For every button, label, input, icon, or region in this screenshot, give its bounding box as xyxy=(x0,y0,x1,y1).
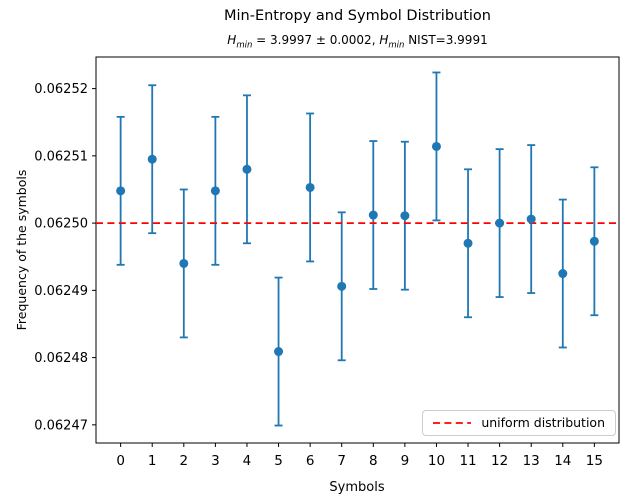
chart-title: Min-Entropy and Symbol Distribution xyxy=(223,8,491,24)
subtitle-segment: = 3.9997 ± 0.0002, xyxy=(252,33,380,47)
x-tick-label: 8 xyxy=(369,453,378,469)
x-tick-label: 2 xyxy=(180,453,189,469)
y-tick-label: 0.06250 xyxy=(34,217,88,232)
data-point-marker xyxy=(400,211,410,221)
legend-key xyxy=(433,421,472,424)
legend-label: uniform distribution xyxy=(481,415,605,430)
data-point-marker xyxy=(179,258,189,268)
x-tick-label: 0 xyxy=(116,453,125,469)
y-tick-label: 0.06252 xyxy=(34,82,88,97)
x-tick-label: 12 xyxy=(491,453,508,469)
x-tick-label: 6 xyxy=(306,453,315,469)
data-point-marker xyxy=(305,182,315,192)
data-point-marker xyxy=(368,210,378,220)
data-point-marker xyxy=(147,154,157,164)
subtitle-sub-min: min xyxy=(236,40,253,51)
x-tick-label: 10 xyxy=(428,453,445,469)
x-tick-label: 3 xyxy=(211,453,220,469)
data-point-marker xyxy=(526,214,536,224)
x-tick-label: 4 xyxy=(243,453,252,469)
legend: uniform distribution xyxy=(422,410,616,436)
y-tick-label: 0.06249 xyxy=(34,284,88,299)
data-point-marker xyxy=(210,186,220,196)
data-point-marker xyxy=(274,347,284,357)
y-axis-label: Frequency of the symbols xyxy=(14,170,29,331)
x-tick-label: 1 xyxy=(148,453,157,469)
x-tick-label: 15 xyxy=(586,453,603,469)
x-tick-label: 11 xyxy=(459,453,476,469)
subtitle-var-hmin-nist: H xyxy=(379,33,389,47)
x-axis-label: Symbols xyxy=(329,480,384,495)
y-tick-label: 0.06251 xyxy=(34,149,88,164)
data-point-marker xyxy=(337,281,347,291)
x-tick-label: 7 xyxy=(337,453,346,469)
data-point-marker xyxy=(116,186,126,196)
data-point-marker xyxy=(495,218,505,228)
chart-subtitle: Hmin = 3.9997 ± 0.0002, Hmin NIST=3.9991 xyxy=(96,33,619,50)
subtitle-sub-min: min xyxy=(388,40,405,51)
y-tick-label: 0.06248 xyxy=(34,351,88,366)
y-tick-label: 0.06247 xyxy=(34,418,88,433)
subtitle-var-hmin: H xyxy=(227,33,237,47)
data-point-marker xyxy=(558,269,568,279)
data-point-marker xyxy=(431,141,441,151)
plot-dynamic-layer: 0.06247 0.06248 0.06249 0.06250 0.06251 0.062… xyxy=(34,71,619,469)
x-tick-label: 13 xyxy=(523,453,540,469)
plot-area-frame xyxy=(95,56,620,444)
data-point-marker xyxy=(589,236,599,246)
x-tick-label: 14 xyxy=(554,453,571,469)
x-tick-label: 5 xyxy=(274,453,283,469)
data-point-marker xyxy=(463,238,473,248)
subtitle-segment: NIST=3.9991 xyxy=(404,33,488,47)
x-tick-label: 9 xyxy=(401,453,410,469)
data-point-marker xyxy=(242,164,252,174)
